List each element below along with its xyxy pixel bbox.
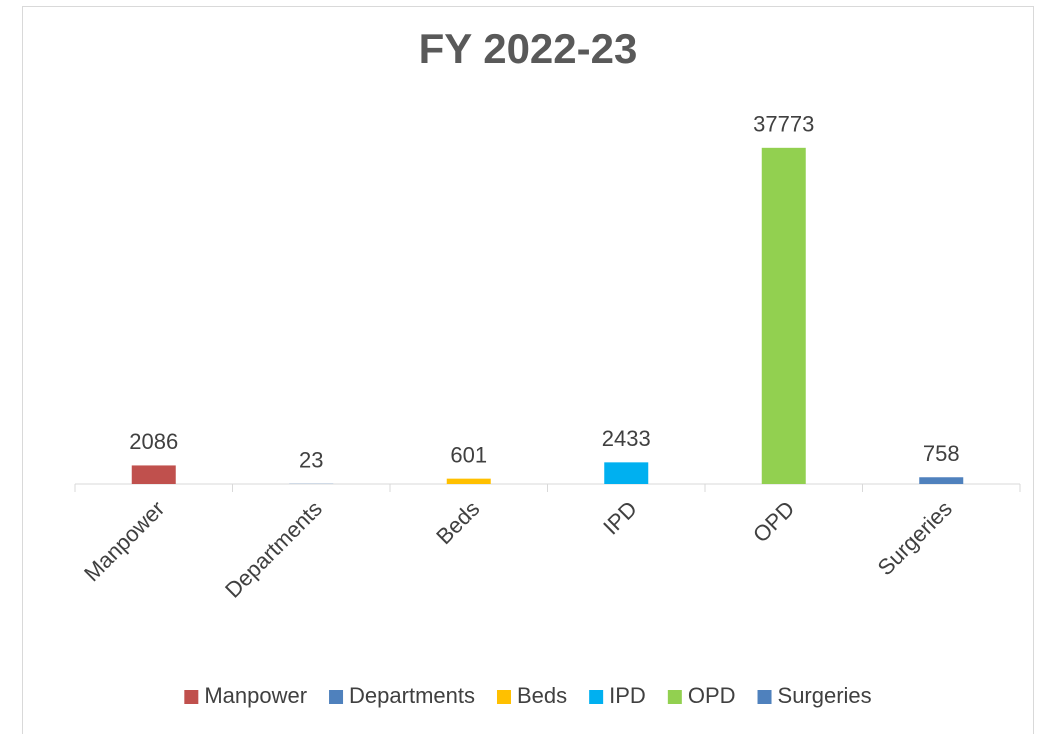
value-label: 37773 — [753, 112, 814, 137]
legend-label: Manpower — [204, 683, 307, 708]
legend-swatch — [496, 690, 511, 704]
chart-title: FY 2022-23 — [419, 25, 638, 72]
legend-label: IPD — [609, 683, 646, 708]
bar — [446, 478, 491, 484]
value-label: 2433 — [602, 426, 651, 451]
bar — [131, 465, 176, 484]
legend-label: Departments — [349, 683, 475, 708]
bar — [604, 462, 649, 484]
chart-border — [22, 6, 1034, 734]
value-label: 601 — [450, 442, 487, 467]
legend-swatch — [589, 690, 604, 704]
legend-swatch — [757, 690, 772, 704]
legend-label: Surgeries — [778, 683, 872, 708]
legend-swatch — [329, 690, 344, 704]
legend-swatch — [667, 690, 682, 704]
legend-label: OPD — [688, 683, 736, 708]
legend-swatch — [184, 690, 199, 704]
value-label: 758 — [923, 441, 960, 466]
legend-label: Beds — [517, 683, 567, 708]
bar — [761, 147, 806, 484]
bar — [919, 477, 964, 484]
value-label: 2086 — [129, 429, 178, 454]
value-label: 23 — [299, 448, 323, 473]
